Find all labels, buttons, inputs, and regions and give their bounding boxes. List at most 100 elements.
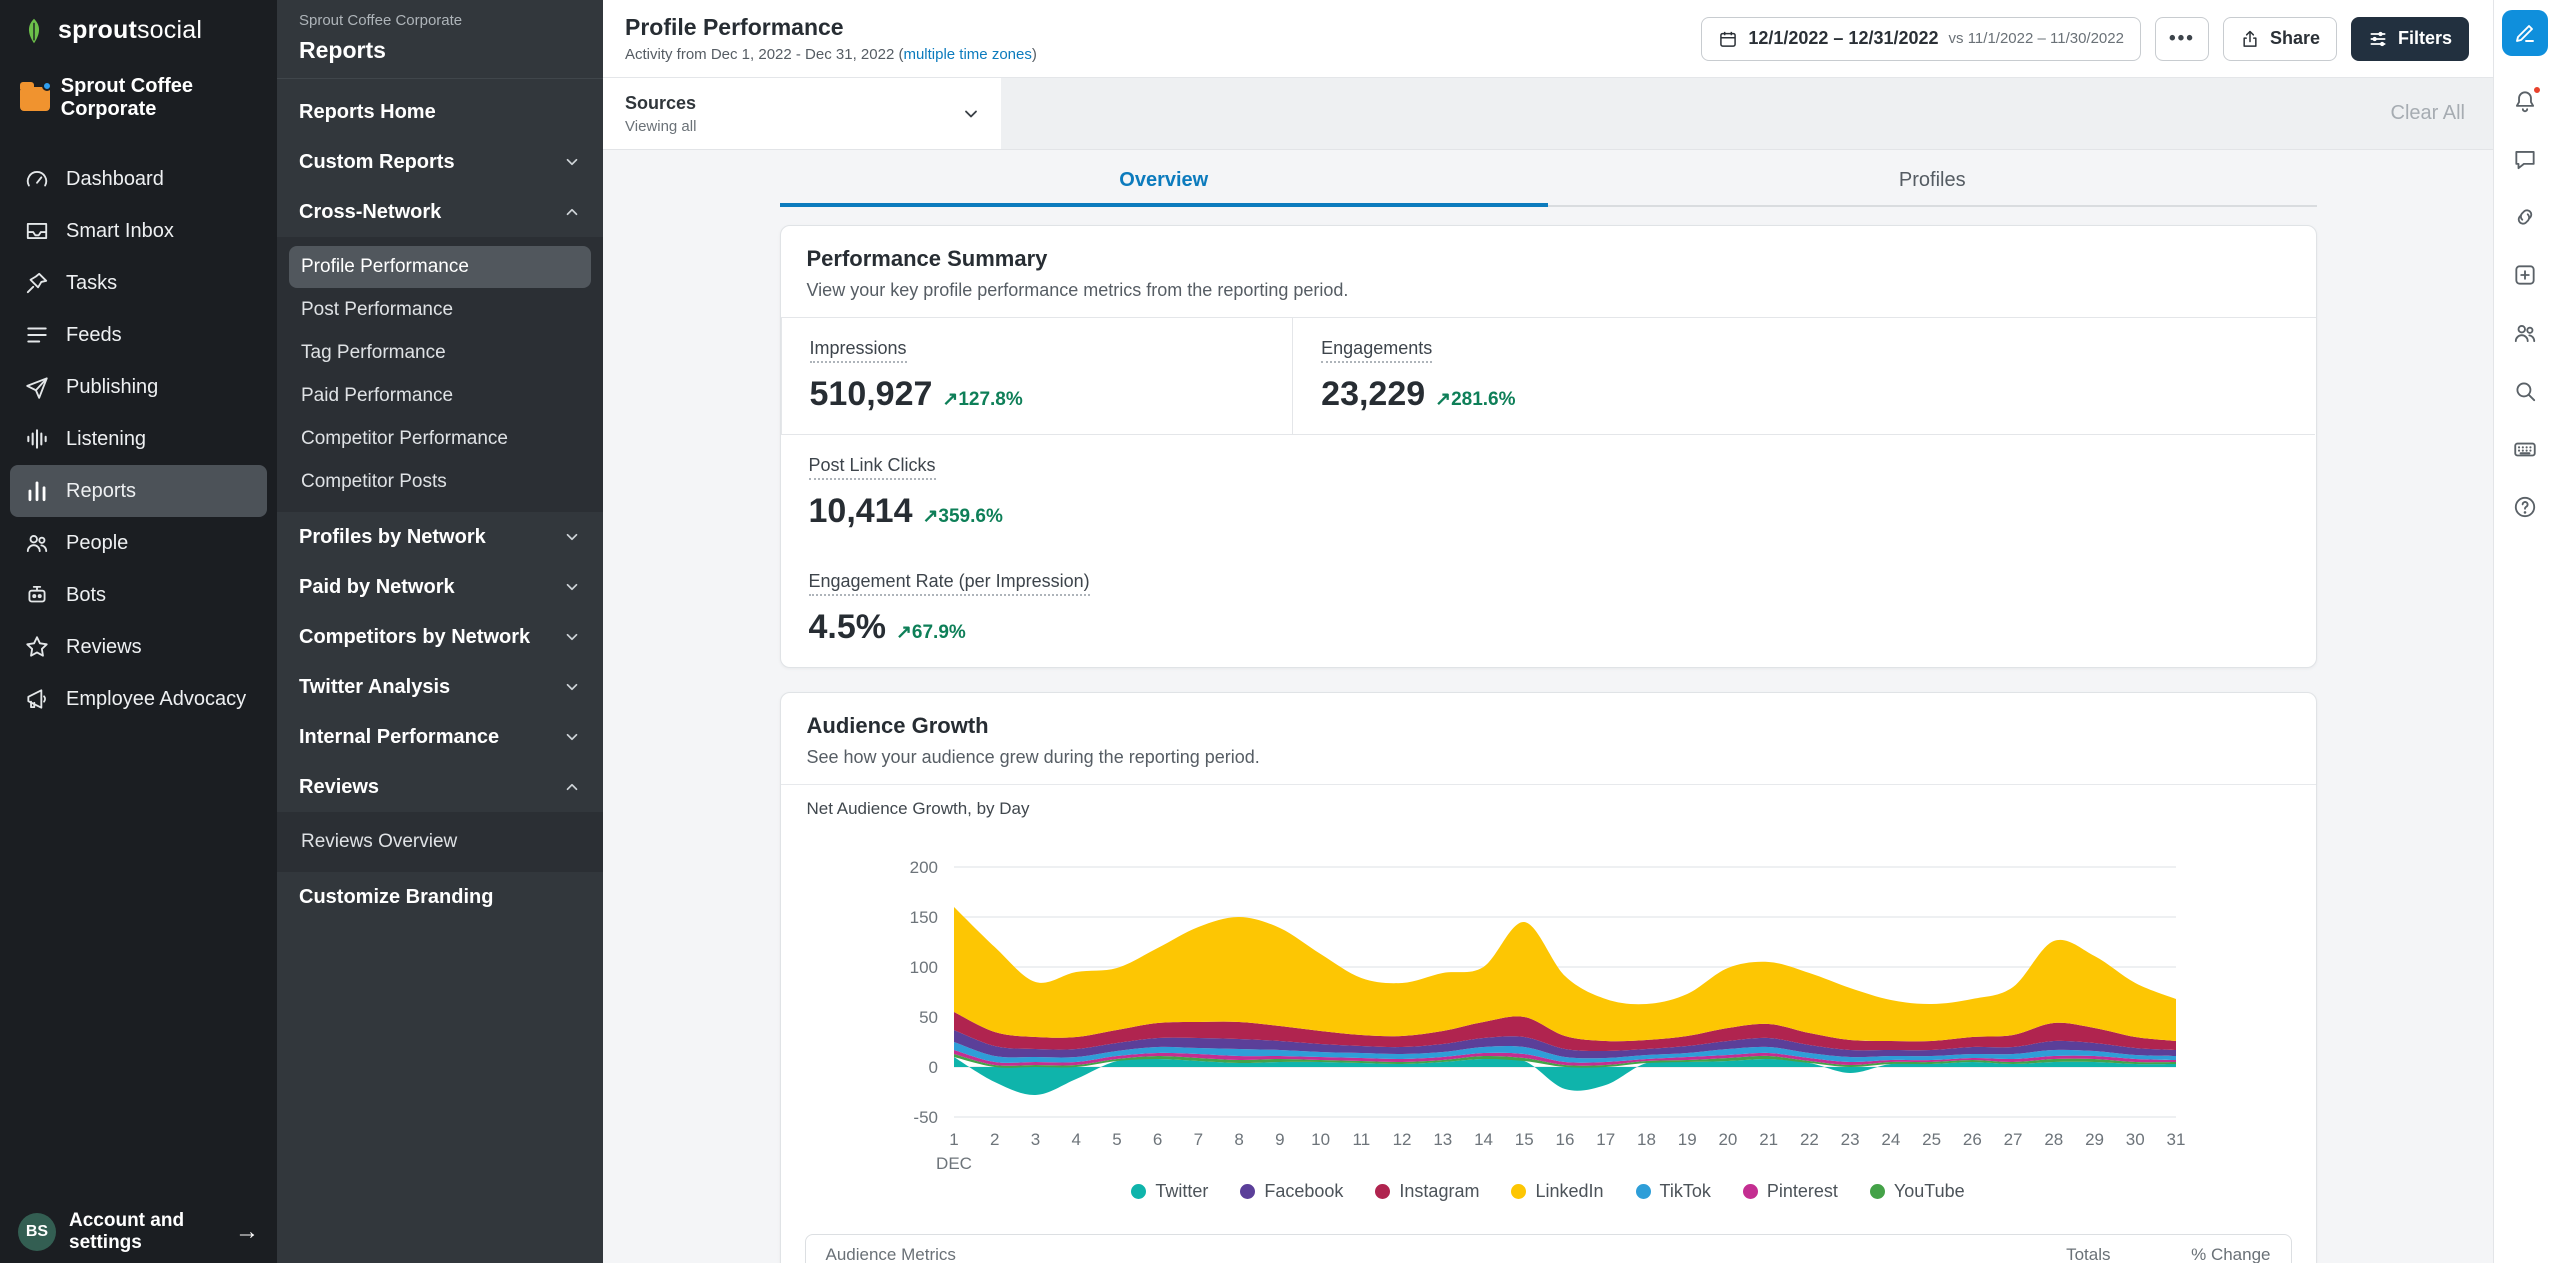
metric-label[interactable]: Engagement Rate (per Impression) (809, 571, 1090, 596)
keyboard-shortcuts-button[interactable] (2512, 436, 2538, 462)
nav-item-reports[interactable]: Reports (10, 465, 267, 517)
share-button[interactable]: Share (2223, 17, 2337, 61)
nav-item-publishing[interactable]: Publishing (10, 361, 267, 413)
svg-text:11: 11 (1352, 1130, 1370, 1149)
share-label: Share (2270, 28, 2320, 49)
audience-metrics-table: Audience Metrics Totals % Change Total A… (805, 1234, 2292, 1263)
feedback-button[interactable] (2512, 146, 2538, 172)
nav-item-bots[interactable]: Bots (10, 569, 267, 621)
calendar-icon (1718, 29, 1738, 49)
table-header-row: Audience Metrics Totals % Change (806, 1235, 2291, 1263)
nav-item-people[interactable]: People (10, 517, 267, 569)
nav-item-employee-advocacy[interactable]: Employee Advocacy (10, 673, 267, 725)
clear-all-button[interactable]: Clear All (2391, 102, 2493, 125)
reports-title: Reports (299, 37, 581, 64)
sidebar-section[interactable]: Twitter Analysis (277, 662, 603, 712)
sources-dropdown[interactable]: Sources Viewing all (603, 78, 1001, 149)
help-button[interactable] (2512, 494, 2538, 520)
metric-label[interactable]: Impressions (810, 338, 907, 363)
tab-overview[interactable]: Overview (780, 158, 1549, 205)
nav-item-feeds[interactable]: Feeds (10, 309, 267, 361)
metric-label[interactable]: Post Link Clicks (809, 455, 936, 480)
reports-sidebar: Sprout Coffee Corporate Reports Reports … (277, 0, 603, 1263)
report-header: Profile Performance Activity from Dec 1,… (603, 0, 2493, 78)
tab-profiles[interactable]: Profiles (1548, 158, 2317, 205)
sidebar-item-customize-branding[interactable]: Customize Branding (277, 872, 603, 922)
svg-text:1: 1 (949, 1130, 958, 1149)
filters-button[interactable]: Filters (2351, 17, 2469, 61)
arrow-right-icon: → (235, 1218, 259, 1246)
compose-button[interactable] (2502, 10, 2548, 56)
nav-label: Publishing (66, 376, 158, 399)
svg-text:21: 21 (1759, 1130, 1778, 1149)
reports-subnav-item[interactable]: Paid Performance (289, 375, 591, 417)
sidebar-section[interactable]: Paid by Network (277, 562, 603, 612)
svg-text:200: 200 (909, 858, 937, 877)
quick-actions-rail (2493, 0, 2555, 1263)
sidebar-section-reviews[interactable]: Reviews (277, 762, 603, 812)
multiple-time-zones-link[interactable]: multiple time zones (903, 46, 1031, 63)
subnav-item-label: Paid Performance (301, 385, 453, 407)
account-and-settings[interactable]: BS Account and settings → (0, 1201, 277, 1263)
pin-icon (24, 270, 50, 296)
sidebar-section-cross-network[interactable]: Cross-Network (277, 187, 603, 237)
account-switcher[interactable]: Sprout Coffee Corporate (0, 45, 277, 121)
legend-item[interactable]: Twitter (1131, 1181, 1208, 1202)
search-button[interactable] (2512, 378, 2538, 404)
reports-subnav-item[interactable]: Tag Performance (289, 332, 591, 374)
sprout-logo[interactable]: sproutsocial (0, 0, 277, 45)
listening-waves-icon (24, 426, 50, 452)
invite-teammates-button[interactable] (2512, 320, 2538, 346)
sidebar-section[interactable]: Internal Performance (277, 712, 603, 762)
connect-profile-button[interactable] (2512, 204, 2538, 230)
nav-item-tasks[interactable]: Tasks (10, 257, 267, 309)
reports-subnav-item[interactable]: Reviews Overview (289, 821, 591, 863)
feeds-list-icon (24, 322, 50, 348)
sidebar-item-label: Profiles by Network (299, 526, 486, 549)
more-options-button[interactable]: ••• (2155, 17, 2209, 61)
metric-change: ↗127.8% (942, 388, 1022, 411)
sidebar-section[interactable]: Profiles by Network (277, 512, 603, 562)
metric-label[interactable]: Engagements (1321, 338, 1432, 363)
report-scroll-area[interactable]: Overview Profiles Performance Summary Vi… (603, 150, 2493, 1263)
svg-text:27: 27 (2003, 1130, 2022, 1149)
date-range-button[interactable]: 12/1/2022 – 12/31/2022 vs 11/1/2022 – 11… (1701, 17, 2141, 61)
legend-item[interactable]: Pinterest (1743, 1181, 1838, 1202)
sidebar-section-custom-reports[interactable]: Custom Reports (277, 137, 603, 187)
nav-label: Tasks (66, 272, 117, 295)
legend-item[interactable]: Facebook (1240, 1181, 1343, 1202)
sidebar-item-label: Competitors by Network (299, 626, 530, 649)
nav-item-reviews[interactable]: Reviews (10, 621, 267, 673)
legend-item[interactable]: Instagram (1375, 1181, 1479, 1202)
nav-item-smart-inbox[interactable]: Smart Inbox (10, 205, 267, 257)
legend-dot-icon (1870, 1184, 1885, 1199)
nav-item-dashboard[interactable]: Dashboard (10, 153, 267, 205)
chart-legend: Twitter Facebook Instagram (781, 1175, 2316, 1208)
robot-icon (24, 582, 50, 608)
svg-text:15: 15 (1514, 1130, 1533, 1149)
date-compare-text: vs 11/1/2022 – 11/30/2022 (1949, 30, 2124, 47)
subnav-item-label: Competitor Posts (301, 471, 447, 493)
legend-item[interactable]: YouTube (1870, 1181, 1965, 1202)
reports-subnav-item[interactable]: Profile Performance (289, 246, 591, 288)
notifications-button[interactable] (2512, 88, 2538, 114)
reports-subnav-item[interactable]: Competitor Performance (289, 418, 591, 460)
nav-item-listening[interactable]: Listening (10, 413, 267, 465)
reports-subnav-item[interactable]: Competitor Posts (289, 461, 591, 503)
legend-item[interactable]: TikTok (1636, 1181, 1711, 1202)
reports-subnav-item[interactable]: Post Performance (289, 289, 591, 331)
brand-text: sproutsocial (58, 16, 202, 45)
subnav-item-label: Reviews Overview (301, 831, 457, 853)
account-name: Sprout Coffee Corporate (61, 75, 277, 121)
metric-value: 23,229 (1321, 375, 1425, 414)
reviews-subnav: Reviews Overview (277, 812, 603, 872)
svg-text:28: 28 (2044, 1130, 2063, 1149)
legend-item[interactable]: LinkedIn (1511, 1181, 1603, 1202)
sidebar-section[interactable]: Competitors by Network (277, 612, 603, 662)
svg-text:3: 3 (1030, 1130, 1039, 1149)
dashboard-icon (24, 166, 50, 192)
chevron-down-icon (563, 678, 581, 696)
sidebar-item-reports-home[interactable]: Reports Home (277, 87, 603, 137)
quick-add-button[interactable] (2512, 262, 2538, 288)
account-settings-label: Account and settings (69, 1210, 222, 1254)
